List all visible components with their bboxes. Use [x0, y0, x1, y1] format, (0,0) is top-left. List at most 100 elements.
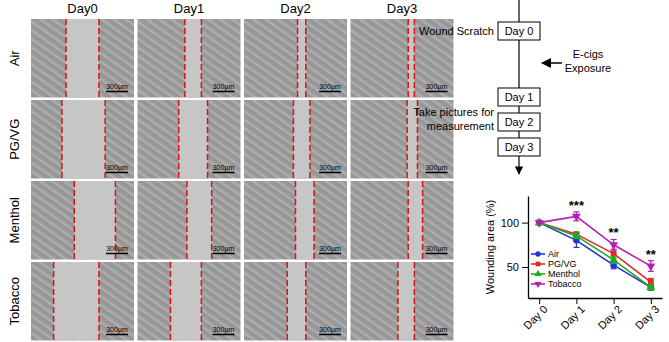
- scale-bar: [426, 334, 448, 336]
- scale-bar-label: 300μm: [106, 245, 128, 253]
- error-cap: [648, 278, 654, 279]
- wound-area: [62, 100, 105, 179]
- annotation: ***: [569, 198, 585, 213]
- image-area: [138, 262, 241, 341]
- y-tick-label: 50: [507, 261, 519, 273]
- micrograph: 300μm: [351, 262, 454, 341]
- wound-edge: [186, 181, 188, 260]
- legend-marker: [534, 270, 541, 276]
- legend-item: Air: [531, 249, 559, 259]
- row-label: Air: [7, 50, 22, 67]
- micrograph: 300μm: [31, 181, 134, 260]
- wound-area: [54, 262, 99, 341]
- wound-area: [408, 19, 414, 98]
- wound-edge: [414, 262, 416, 341]
- x-tick-label: Day 2: [595, 303, 624, 332]
- series-line: [539, 223, 651, 288]
- micrograph: 300μm: [244, 100, 347, 179]
- micrograph: 300μm: [244, 262, 347, 341]
- wound-area: [408, 181, 422, 260]
- wound-area: [179, 100, 208, 179]
- scale-bar: [213, 172, 235, 174]
- wound-edge: [407, 19, 409, 98]
- legend-label: Air: [548, 249, 559, 259]
- column-label: Day2: [280, 1, 310, 16]
- scale-bar: [426, 91, 448, 93]
- legend-label: Menthol: [548, 269, 580, 279]
- micrograph: 300μm: [351, 181, 454, 260]
- scale-bar-label: 300μm: [213, 326, 235, 334]
- micrograph: 300μm: [138, 100, 241, 179]
- micrograph: 300μm: [244, 181, 347, 260]
- image-area: [244, 100, 347, 179]
- scale-bar: [319, 253, 341, 255]
- wound-area: [293, 100, 309, 179]
- wound-edge: [293, 100, 295, 179]
- scale-bar: [426, 253, 448, 255]
- row-label: Tobacco: [7, 277, 22, 325]
- scale-bar-label: 300μm: [213, 245, 235, 253]
- micrograph: 300μm: [138, 262, 241, 341]
- wound-edge: [98, 262, 100, 341]
- wound-area: [398, 262, 414, 341]
- micrograph: 300μm: [31, 262, 134, 341]
- micrograph: 300μm: [31, 19, 134, 98]
- x-axis: Day 0Day 1Day 2Day 3: [521, 298, 663, 332]
- wound-edge: [309, 100, 311, 179]
- y-axis: 50 100: [501, 197, 529, 299]
- column-label: Day1: [174, 1, 204, 16]
- scale-bar-label: 300μm: [426, 164, 448, 172]
- row-label: PG/VG: [7, 119, 22, 160]
- scale-bar-label: 300μm: [106, 326, 128, 334]
- wound-edge: [207, 100, 209, 179]
- scale-bar-label: 300μm: [426, 245, 448, 253]
- scale-bar-label: 300μm: [426, 326, 448, 334]
- step-label: Day 3: [505, 141, 534, 153]
- scale-bar-label: 300μm: [213, 164, 235, 172]
- wound-area: [296, 181, 315, 260]
- wound-area: [298, 19, 306, 98]
- annotation: **: [646, 247, 657, 262]
- image-area: [31, 262, 134, 341]
- figure: Day0Day1Day2Day3Air300μm300μm300μm300μmP…: [0, 0, 669, 342]
- step-note: Wound Scratch: [419, 25, 494, 37]
- scale-bar: [319, 334, 341, 336]
- wound-edge: [53, 262, 55, 341]
- wound-edge: [297, 19, 299, 98]
- image-area: [351, 181, 454, 260]
- x-tick-label: Day 1: [558, 303, 587, 332]
- error-cap: [611, 263, 617, 264]
- y-tick-mark: [522, 223, 528, 224]
- scale-bar-label: 300μm: [319, 326, 341, 334]
- micrograph: 300μm: [244, 19, 347, 98]
- y-axis-line: [528, 197, 529, 299]
- image-area: [244, 19, 347, 98]
- series: [535, 212, 656, 271]
- step-box: [498, 88, 540, 106]
- image-area: [138, 181, 241, 260]
- wound-area: [170, 262, 201, 341]
- legend-label: PG/VG: [548, 259, 577, 269]
- y-tick: 50: [507, 261, 528, 273]
- image-area: [138, 19, 241, 98]
- scale-bar: [213, 91, 235, 93]
- scale-bar-label: 300μm: [106, 164, 128, 172]
- y-axis-title: Wounding area (%): [484, 200, 496, 295]
- y-tick: 100: [501, 217, 528, 229]
- scale-bar-label: 300μm: [319, 164, 341, 172]
- scale-bar-label: 300μm: [426, 83, 448, 91]
- exposure-arrow: [542, 62, 562, 64]
- step-label: Day 1: [505, 91, 534, 103]
- image-area: [31, 181, 134, 260]
- wound-edge: [178, 100, 180, 179]
- timeline-diagram: Day 0Day 1Day 2Day 3Wound ScratchTake pi…: [413, 0, 611, 174]
- wound-area: [66, 19, 99, 98]
- wound-area: [187, 181, 212, 260]
- marker: [646, 264, 655, 272]
- wound-edge: [201, 262, 203, 341]
- legend-item: PG/VG: [531, 259, 577, 269]
- wound-area: [185, 19, 201, 98]
- legend: AirPG/VGMentholTobacco: [531, 249, 582, 289]
- marker: [572, 214, 581, 222]
- x-tick: Day 2: [595, 298, 624, 332]
